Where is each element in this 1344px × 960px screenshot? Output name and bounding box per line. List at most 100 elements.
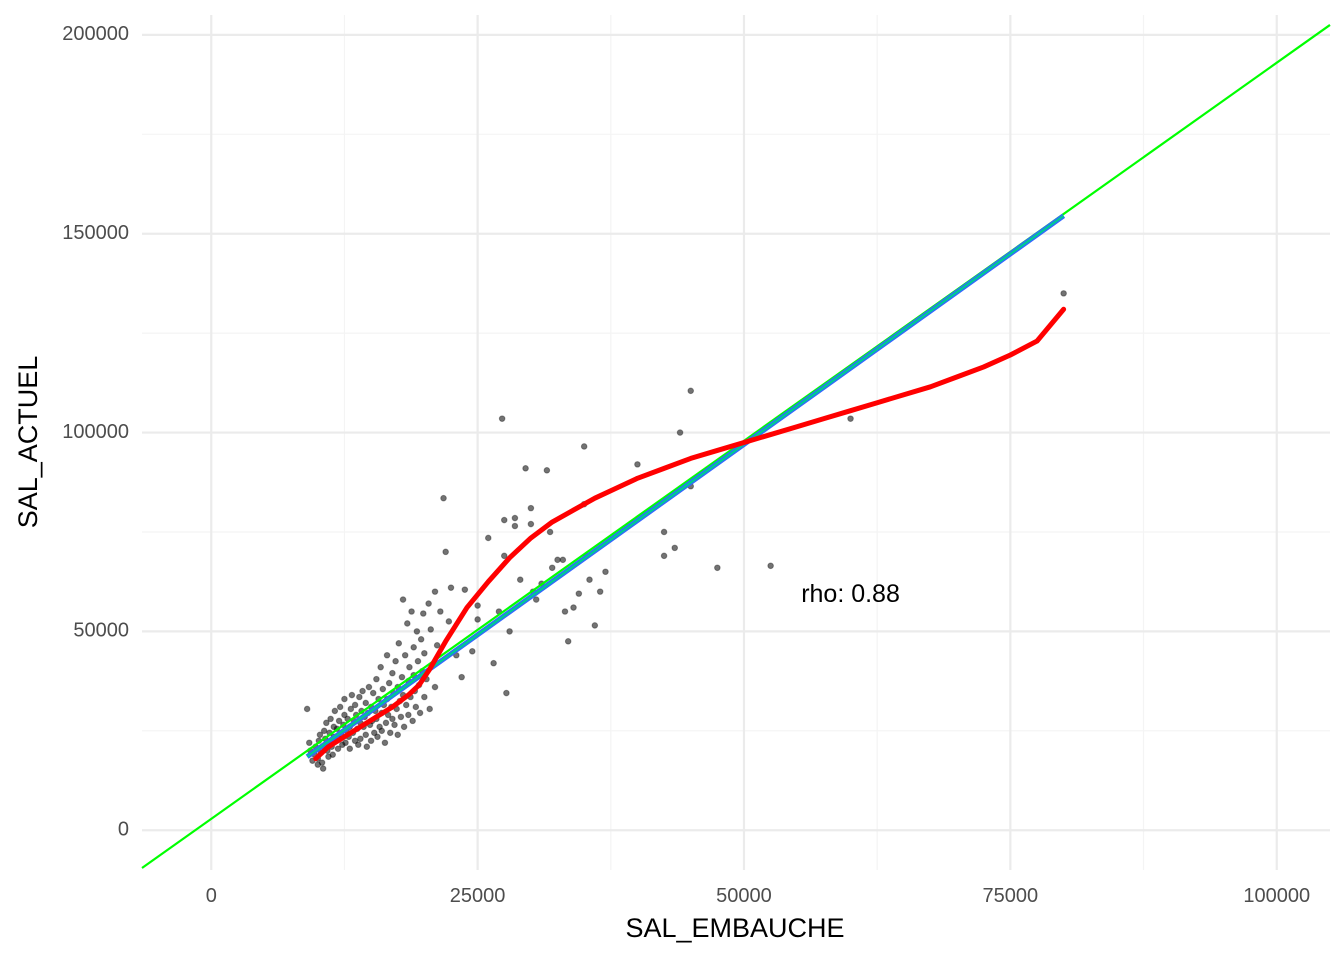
data-point: [484, 534, 492, 542]
data-point: [400, 723, 408, 731]
data-point: [413, 628, 421, 635]
data-point: [516, 576, 524, 583]
data-point: [370, 729, 378, 737]
data-point: [342, 739, 349, 747]
tick-labels: 0 25000 50000 75000 100000 0 50000 100000 150000…: [62, 23, 1310, 907]
data-point: [373, 675, 380, 683]
data-point: [318, 759, 326, 766]
data-point: [363, 743, 371, 751]
data-point: [327, 715, 334, 723]
data-point: [425, 600, 432, 607]
data-point: [591, 622, 599, 629]
data-point: [351, 701, 359, 709]
data-point: [385, 679, 393, 687]
data-point: [561, 608, 569, 615]
data-point: [305, 739, 313, 747]
data-point: [383, 651, 391, 659]
series-layer: [141, 24, 1331, 869]
data-point: [474, 616, 481, 623]
data-point: [416, 709, 424, 717]
data-point: [367, 737, 375, 745]
data-point: [564, 638, 572, 645]
data-point: [421, 649, 428, 657]
data-point: [546, 528, 554, 536]
data-point: [548, 564, 556, 572]
data-point: [404, 620, 411, 627]
data-point: [394, 731, 402, 739]
data-point: [447, 584, 455, 591]
data-point: [506, 628, 513, 635]
y-tick-label: 100000: [62, 421, 129, 443]
data-point: [442, 548, 449, 556]
data-point: [433, 642, 441, 649]
data-point: [847, 415, 854, 422]
data-point: [671, 544, 679, 552]
data-point: [389, 669, 396, 677]
data-point: [389, 715, 396, 723]
data-point: [406, 663, 413, 671]
data-point: [431, 588, 439, 595]
data-point: [490, 659, 497, 667]
data-point: [559, 556, 567, 564]
data-point: [320, 727, 328, 735]
data-point: [440, 494, 447, 502]
data-point: [348, 691, 356, 699]
data-point: [334, 745, 342, 753]
data-point: [586, 576, 593, 583]
data-point: [409, 717, 416, 725]
data-point: [335, 717, 343, 725]
data-point: [532, 596, 540, 603]
data-point: [379, 685, 387, 693]
data-point: [419, 610, 427, 617]
data-point: [458, 673, 465, 681]
data-point: [414, 657, 422, 665]
data-point: [391, 721, 398, 729]
data-point: [354, 741, 362, 749]
data-point: [356, 693, 363, 701]
data-point: [395, 640, 403, 647]
data-point: [331, 707, 339, 715]
data-point: [377, 663, 384, 671]
data-point: [427, 626, 435, 633]
data-point: [511, 522, 519, 530]
x-tick-label: 25000: [450, 885, 506, 907]
x-tick-label: 0: [206, 885, 217, 907]
data-point: [336, 703, 344, 711]
data-point: [498, 415, 506, 422]
rho-annotation: rho: 0.88: [801, 580, 900, 608]
data-point: [500, 516, 508, 524]
y-axis-title: SAL_ACTUEL: [13, 356, 43, 529]
data-point: [346, 745, 354, 753]
data-point: [397, 713, 405, 721]
data-point: [511, 514, 519, 522]
grid: [142, 15, 1330, 870]
data-point: [382, 719, 390, 727]
loess-curve: [313, 306, 1067, 762]
data-point: [351, 737, 359, 745]
data-point: [543, 467, 551, 474]
data-point: [570, 604, 577, 611]
data-point: [408, 608, 415, 615]
data-point: [417, 636, 425, 643]
data-point: [410, 644, 417, 651]
data-point: [437, 608, 444, 615]
data-point: [575, 590, 583, 597]
y-tick-label: 0: [118, 819, 129, 841]
data-point: [596, 588, 604, 595]
x-tick-label: 50000: [716, 885, 772, 907]
data-point: [421, 693, 428, 701]
data-point: [500, 552, 508, 560]
data-point: [359, 687, 366, 695]
x-tick-label: 75000: [983, 885, 1039, 907]
data-point: [402, 701, 410, 709]
data-point: [392, 657, 399, 665]
data-point: [323, 719, 330, 727]
data-point: [341, 711, 348, 719]
data-point: [398, 673, 406, 681]
data-point: [386, 729, 394, 737]
data-point: [357, 735, 364, 743]
data-point: [374, 733, 381, 741]
data-point: [660, 528, 668, 536]
